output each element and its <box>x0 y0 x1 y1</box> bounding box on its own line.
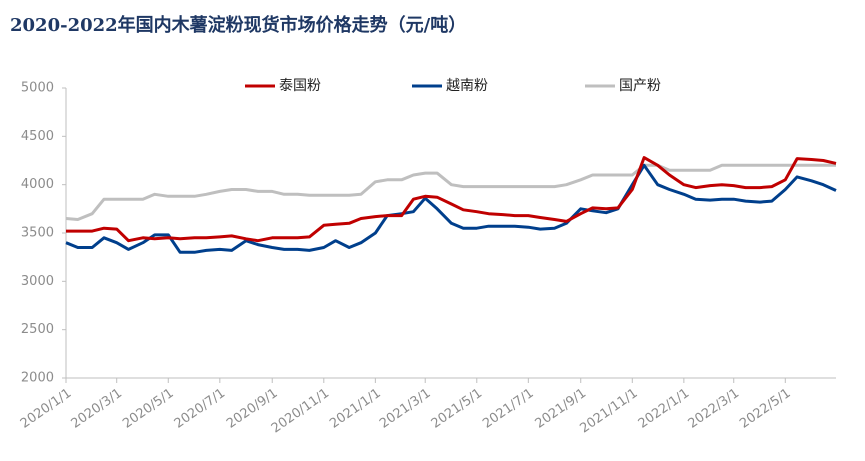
chart-title: 2020-2022年国内木薯淀粉现货市场价格走势（元/吨） <box>10 14 466 36</box>
x-tick-label: 2020/11/1 <box>269 386 332 437</box>
x-tick-label: 2021/5/1 <box>429 386 485 432</box>
y-tick-label: 2500 <box>21 322 54 337</box>
x-tick-label: 2020/7/1 <box>172 386 228 432</box>
x-tick-label: 2020/3/1 <box>69 386 125 432</box>
y-tick-label: 5000 <box>21 81 54 96</box>
y-tick-label: 3000 <box>21 274 54 289</box>
y-tick-label: 3500 <box>21 226 54 241</box>
x-tick-label: 2021/1/1 <box>327 386 383 432</box>
x-tick-label: 2022/1/1 <box>636 386 692 432</box>
series-line <box>65 163 837 254</box>
y-tick-label: 2000 <box>21 371 54 386</box>
x-tick-label: 2020/5/1 <box>120 386 176 432</box>
x-tick-label: 2020/1/1 <box>18 386 74 432</box>
y-tick-label: 4500 <box>21 129 54 144</box>
x-tick-label: 2021/3/1 <box>377 386 433 432</box>
x-tick-label: 2022/5/1 <box>737 386 793 432</box>
x-tick-label: 2021/11/1 <box>577 386 640 437</box>
series-line <box>65 163 836 221</box>
legend-label: 国产粉 <box>619 78 661 94</box>
legend-label: 泰国粉 <box>279 78 321 94</box>
y-tick-label: 4000 <box>21 177 54 192</box>
x-tick-label: 2022/3/1 <box>686 386 742 432</box>
x-tick-label: 2021/7/1 <box>480 386 536 432</box>
series-line <box>66 156 837 243</box>
legend-label: 越南粉 <box>446 78 488 94</box>
